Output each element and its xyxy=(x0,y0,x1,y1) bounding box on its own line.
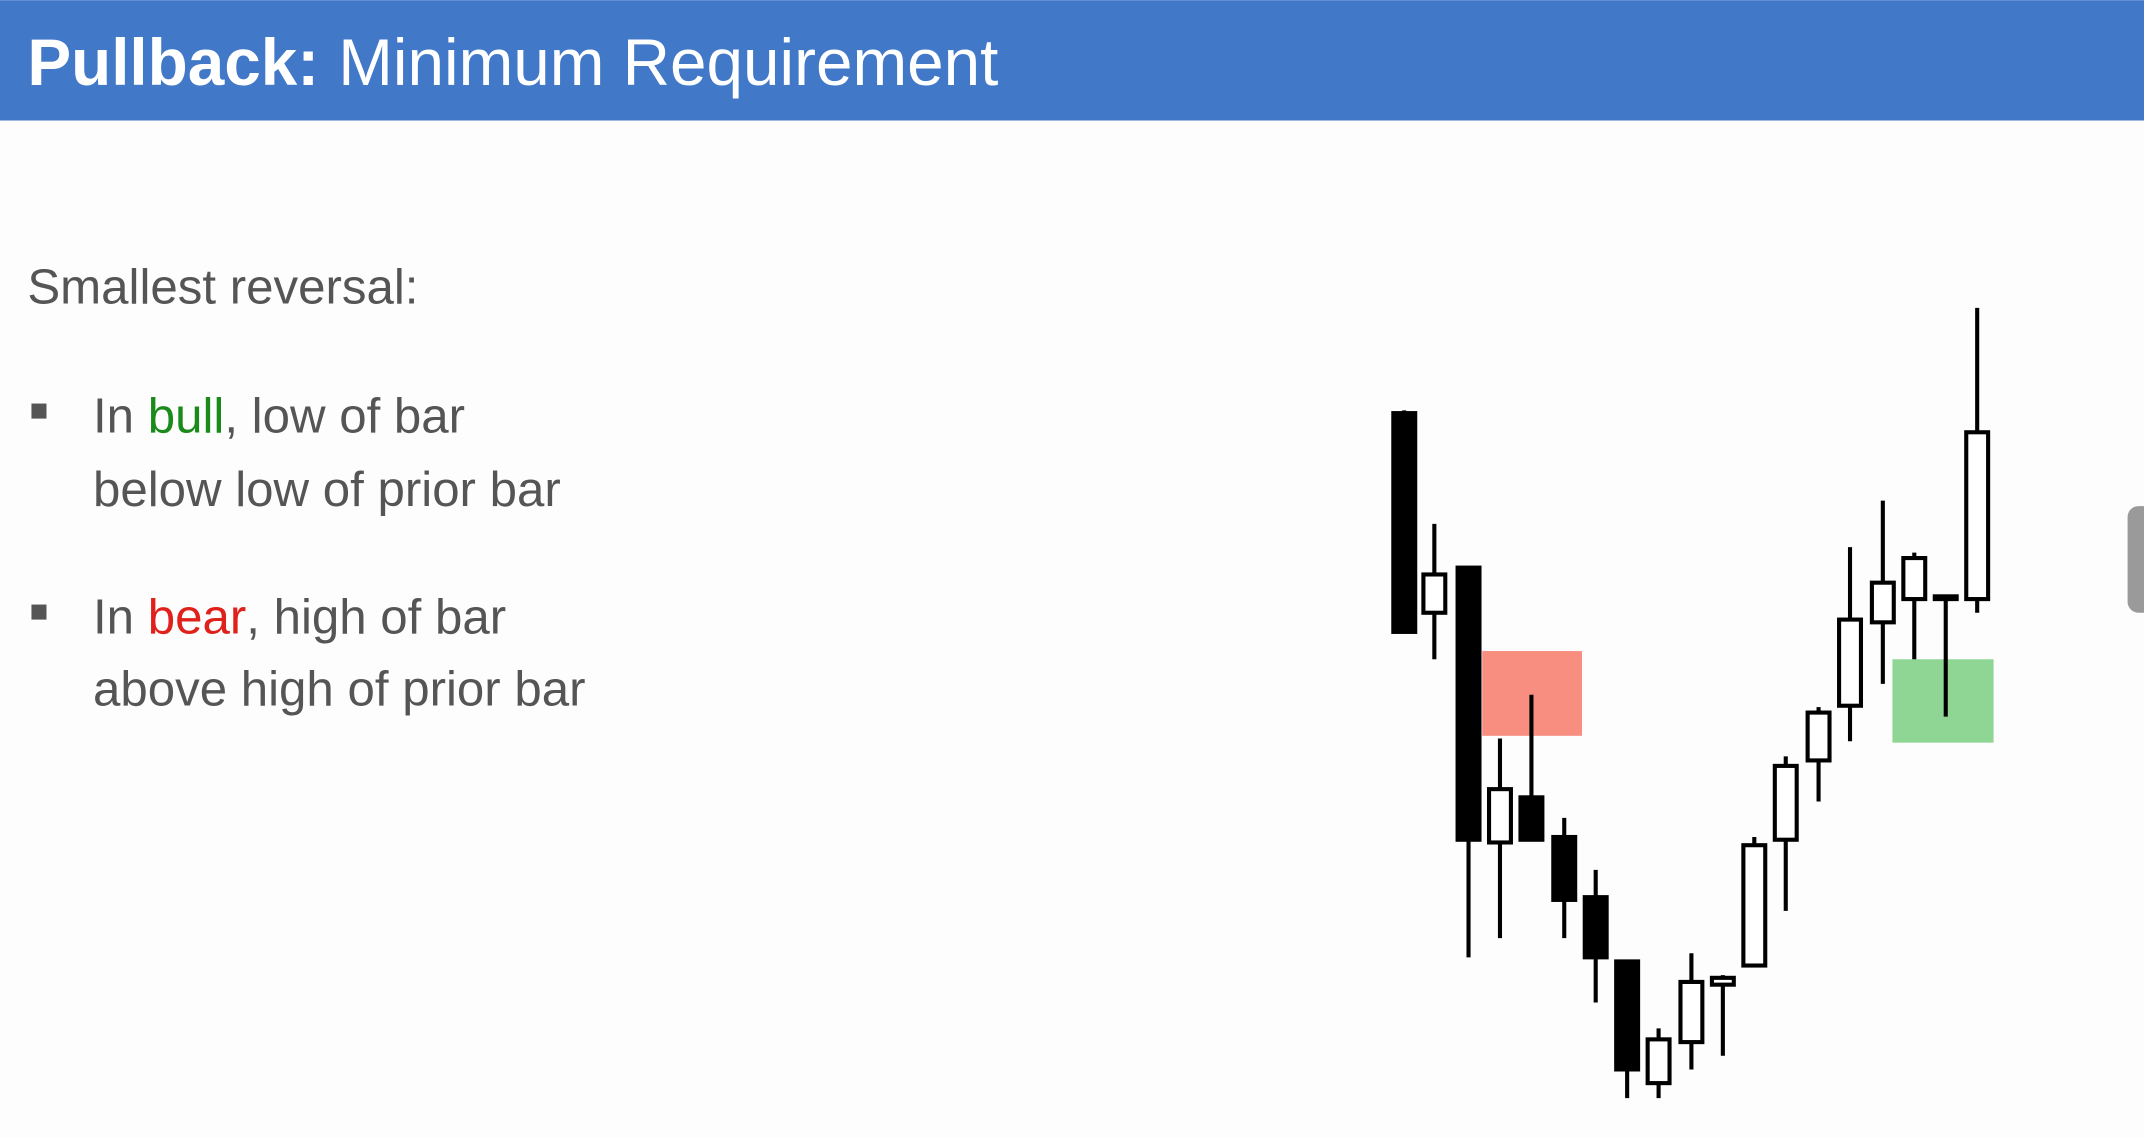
illustration xyxy=(1391,307,1994,1099)
bullet-line: In bull, low of bar xyxy=(93,388,465,443)
highlight-bull xyxy=(1892,659,1994,743)
candle-body xyxy=(1551,834,1578,902)
text: In xyxy=(93,589,148,644)
text: , low of bar xyxy=(224,388,465,443)
candle-body xyxy=(1455,565,1482,842)
scroll-handle xyxy=(2127,506,2144,613)
text: , high of bar xyxy=(246,589,506,644)
keyword: bear xyxy=(148,589,247,644)
candles xyxy=(1391,307,1991,1099)
candle-body xyxy=(1678,979,1705,1045)
candle-body xyxy=(1645,1037,1672,1086)
candle-body xyxy=(1932,594,1959,602)
candle-body xyxy=(1709,975,1736,987)
bullet-line: In bear, high of bar xyxy=(93,589,506,644)
candle-body xyxy=(1741,843,1768,968)
candle-body xyxy=(1772,763,1799,842)
bullet-line: above high of prior bar xyxy=(93,662,586,717)
candle-body xyxy=(1518,795,1545,842)
header-bar xyxy=(0,0,2144,121)
candle-body xyxy=(1391,411,1418,634)
candle-body xyxy=(1421,572,1448,615)
bullet-line: below low of prior bar xyxy=(93,462,561,517)
candle-body xyxy=(1901,556,1928,602)
bullet-marker xyxy=(31,403,47,419)
candle-body xyxy=(1869,580,1896,625)
candle-body xyxy=(1837,617,1864,708)
candle-body xyxy=(1964,430,1991,602)
candle-body xyxy=(1582,895,1609,960)
header-title: Pullback: Minimum Requirement xyxy=(27,26,998,99)
text: In xyxy=(93,388,148,443)
candle-body xyxy=(1614,959,1641,1072)
title-bold: Pullback: xyxy=(27,26,319,99)
title-rest: Minimum Requirement xyxy=(338,26,998,99)
candle-body xyxy=(1486,787,1513,845)
bullet-marker xyxy=(31,604,47,620)
candle-body xyxy=(1805,710,1832,763)
heading: Smallest reversal: xyxy=(27,260,418,315)
keyword: bull xyxy=(148,388,225,443)
